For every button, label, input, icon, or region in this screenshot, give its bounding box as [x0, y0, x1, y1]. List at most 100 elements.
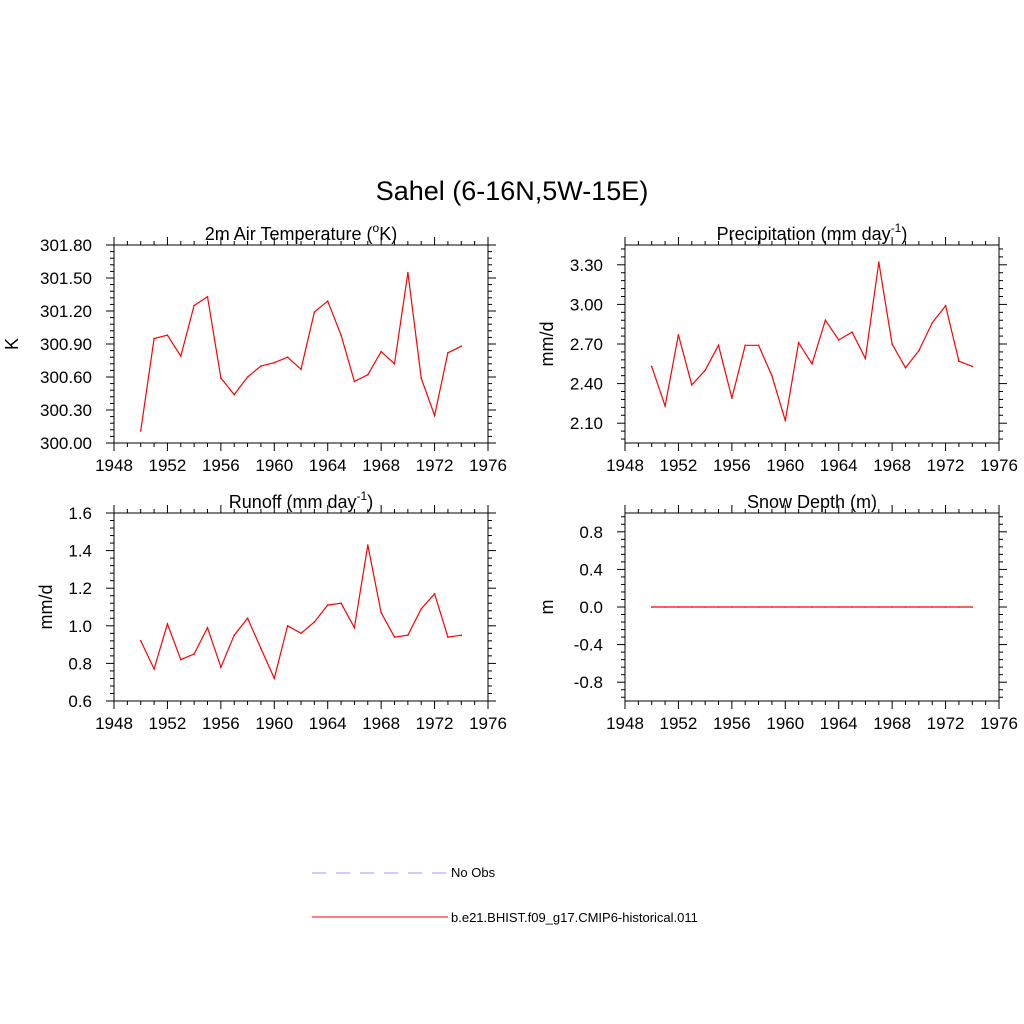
data-point	[664, 606, 666, 608]
plot-frame	[113, 512, 489, 702]
data-point	[958, 606, 960, 608]
y-tick-label: 301.80	[40, 236, 92, 255]
data-point	[313, 621, 316, 623]
data-point	[904, 606, 907, 608]
data-point	[153, 668, 155, 670]
data-point	[300, 632, 302, 635]
data-point	[904, 367, 907, 369]
data-point	[677, 606, 680, 608]
data-point	[273, 677, 276, 680]
data-point	[837, 339, 840, 341]
data-point	[139, 430, 142, 432]
y-tick-label: 1.6	[68, 504, 92, 523]
data-point	[744, 606, 746, 608]
data-point	[367, 544, 369, 546]
x-tick-label: 1960	[255, 456, 293, 475]
y-tick-label: 301.20	[40, 302, 92, 321]
data-point	[220, 377, 222, 379]
panel-title: Precipitation (mm day-1)	[717, 221, 908, 244]
data-point	[447, 352, 449, 354]
data-point	[784, 606, 787, 608]
plot-frame	[113, 244, 489, 444]
data-point	[420, 377, 423, 379]
y-axis-label: mm/d	[537, 322, 557, 367]
y-axis-label: m	[537, 600, 557, 615]
x-tick-label: 1972	[416, 456, 454, 475]
x-tick-label: 1976	[469, 714, 507, 733]
data-point	[340, 602, 342, 604]
legend-label-model-run: b.e21.BHIST.f09_g17.CMIP6-historical.011	[451, 910, 698, 925]
data-point	[731, 397, 733, 399]
data-point	[460, 634, 463, 636]
y-tick-label: 2.70	[570, 335, 603, 354]
panel-snow-depth: Snow Depth (m) m 1948 1952 1956 1960 1964 1968 1…	[537, 492, 1018, 733]
data-point	[757, 606, 760, 608]
data-point	[367, 374, 369, 376]
y-tick-label: -0.4	[574, 636, 603, 655]
x-tick-label: 1960	[766, 714, 804, 733]
panel-title-tail: )	[367, 492, 373, 512]
y-tick-label: 0.0	[579, 598, 603, 617]
data-point	[353, 626, 356, 629]
series-line	[140, 272, 462, 431]
data-point	[273, 361, 276, 364]
data-point	[664, 405, 666, 407]
data-point	[878, 606, 880, 608]
x-tick-label: 1972	[927, 714, 965, 733]
series-line	[140, 544, 462, 681]
panel-title: Snow Depth (m)	[747, 492, 877, 512]
x-tick-label: 1964	[820, 714, 858, 733]
data-point	[944, 606, 947, 608]
x-tick-label: 1952	[660, 456, 698, 475]
data-point	[691, 384, 693, 386]
data-point	[420, 608, 423, 610]
x-tick-label: 1956	[202, 714, 240, 733]
data-point	[771, 374, 773, 377]
legend-label-no-obs: No Obs	[451, 865, 496, 880]
data-point	[931, 322, 933, 324]
data-point	[139, 640, 142, 642]
x-tick-label: 1968	[873, 456, 911, 475]
data-point	[326, 604, 329, 606]
data-point	[691, 606, 693, 608]
data-point	[393, 636, 396, 638]
data-point	[180, 355, 182, 357]
data-point	[971, 365, 974, 368]
data-point	[650, 606, 653, 608]
data-point	[326, 300, 329, 302]
y-axis-label: mm/d	[36, 585, 56, 630]
x-tick-label: 1964	[309, 456, 347, 475]
data-point	[313, 311, 316, 313]
data-point	[300, 368, 302, 371]
data-point	[677, 334, 680, 336]
y-tick-label: 1.0	[68, 617, 92, 636]
x-tick-label: 1960	[766, 456, 804, 475]
data-point	[233, 634, 235, 636]
data-point	[837, 606, 840, 608]
data-point	[460, 345, 463, 348]
data-point	[260, 365, 262, 367]
data-point	[918, 349, 920, 352]
y-tick-label: 2.10	[570, 414, 603, 433]
data-point	[851, 606, 853, 608]
data-point	[286, 625, 289, 627]
y-tick-label: 300.90	[40, 335, 92, 354]
x-tick-label: 1972	[927, 456, 965, 475]
y-tick-label: -0.8	[574, 673, 603, 692]
data-point	[340, 334, 342, 337]
y-tick-label: 300.00	[40, 434, 92, 453]
y-tick-label: 300.30	[40, 401, 92, 420]
data-point	[433, 414, 436, 417]
x-tick-label: 1960	[255, 714, 293, 733]
legend: No Obs b.e21.BHIST.f09_g17.CMIP6-histori…	[312, 865, 698, 925]
data-point	[944, 304, 947, 307]
data-point	[246, 617, 249, 620]
figure-title: Sahel (6-16N,5W-15E)	[376, 176, 649, 206]
y-tick-label: 1.4	[68, 542, 92, 561]
panel-title-superscript: -1	[891, 221, 902, 235]
x-tick-label: 1964	[309, 714, 347, 733]
data-point	[380, 611, 382, 614]
panel-title-text: 2m Air Temperature (	[205, 224, 373, 244]
x-tick-label: 1956	[713, 456, 751, 475]
